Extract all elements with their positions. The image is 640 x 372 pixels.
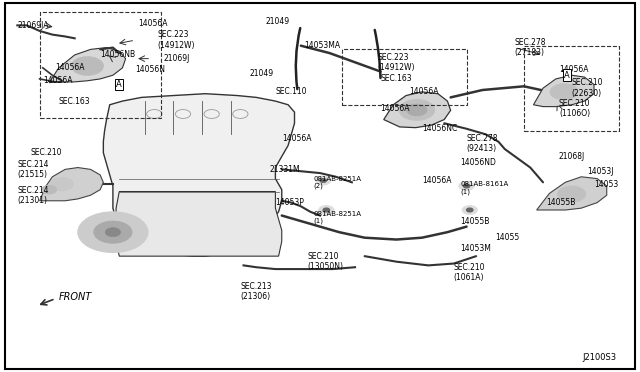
Text: A: A — [564, 71, 570, 80]
Text: 14053J: 14053J — [588, 167, 614, 176]
Text: 14056A: 14056A — [282, 134, 311, 142]
Circle shape — [557, 186, 586, 202]
Text: SEC.163: SEC.163 — [381, 74, 412, 83]
Text: SEC.213
(21306): SEC.213 (21306) — [241, 282, 272, 301]
Text: 14053M: 14053M — [460, 244, 491, 253]
Circle shape — [323, 208, 330, 212]
Text: SEC.214
(21301): SEC.214 (21301) — [17, 186, 49, 205]
Text: 14056A: 14056A — [56, 63, 85, 72]
Text: SEC.210
(1106O): SEC.210 (1106O) — [559, 99, 591, 118]
Polygon shape — [40, 167, 103, 201]
Text: SEC.223
(14912W): SEC.223 (14912W) — [157, 31, 195, 50]
Text: SEC.223
(14912W): SEC.223 (14912W) — [378, 52, 415, 72]
Text: 21331M: 21331M — [269, 165, 300, 174]
Circle shape — [319, 206, 334, 214]
Text: 14056A: 14056A — [559, 65, 588, 74]
Text: FRONT: FRONT — [59, 292, 92, 302]
Polygon shape — [534, 75, 594, 107]
Circle shape — [316, 176, 331, 185]
Text: 14055B: 14055B — [546, 198, 575, 207]
Polygon shape — [116, 192, 282, 256]
Text: SEC.210: SEC.210 — [30, 148, 61, 157]
Circle shape — [320, 179, 326, 182]
Text: 14053: 14053 — [594, 180, 618, 189]
Text: SEC.110: SEC.110 — [275, 87, 307, 96]
Text: 081AB-8251A
(2): 081AB-8251A (2) — [314, 176, 362, 189]
Circle shape — [42, 185, 57, 194]
Text: 21049: 21049 — [266, 17, 290, 26]
Text: J2100S3: J2100S3 — [582, 353, 616, 362]
Circle shape — [399, 100, 435, 120]
Circle shape — [467, 208, 473, 212]
Text: 081AB-8161A
(1): 081AB-8161A (1) — [460, 181, 508, 195]
Text: SEC.210
(22630): SEC.210 (22630) — [572, 78, 604, 98]
Circle shape — [406, 104, 427, 116]
Text: 14056A: 14056A — [43, 76, 72, 85]
Circle shape — [463, 184, 470, 188]
Text: 14056ND: 14056ND — [460, 157, 496, 167]
Text: SEC.278
(92413): SEC.278 (92413) — [467, 134, 498, 153]
Circle shape — [459, 182, 474, 190]
Polygon shape — [49, 48, 125, 83]
Text: 14056NB: 14056NB — [100, 51, 135, 60]
Text: 21049: 21049 — [250, 69, 274, 78]
Text: SEC.278
(27183): SEC.278 (27183) — [515, 38, 546, 57]
Circle shape — [550, 84, 578, 100]
Text: 14056A: 14056A — [381, 104, 410, 113]
Circle shape — [462, 206, 477, 214]
Text: 21069J: 21069J — [164, 54, 190, 63]
Circle shape — [72, 57, 103, 75]
Text: 14053P: 14053P — [275, 198, 304, 207]
Text: 14055B: 14055B — [460, 217, 490, 225]
Text: 14056A: 14056A — [138, 19, 168, 28]
Text: SEC.210
(1061A): SEC.210 (1061A) — [454, 263, 485, 282]
Text: 14056A: 14056A — [422, 176, 451, 185]
Polygon shape — [103, 94, 294, 256]
Polygon shape — [384, 92, 451, 128]
Polygon shape — [537, 177, 607, 210]
Text: SEC.163: SEC.163 — [59, 97, 90, 106]
Text: 081AB-8251A
(1): 081AB-8251A (1) — [314, 211, 362, 224]
Text: 14056NC: 14056NC — [422, 124, 457, 133]
Text: 14053MA: 14053MA — [304, 41, 340, 50]
Text: A: A — [116, 80, 122, 89]
Text: SEC.214
(21515): SEC.214 (21515) — [17, 160, 49, 179]
Circle shape — [51, 177, 74, 191]
Text: 14056A: 14056A — [409, 87, 438, 96]
Text: 14056N: 14056N — [135, 65, 165, 74]
Text: 14055: 14055 — [495, 233, 520, 242]
Circle shape — [94, 221, 132, 243]
Text: 21069JA: 21069JA — [17, 21, 49, 30]
Circle shape — [105, 228, 120, 237]
Circle shape — [78, 212, 148, 253]
Text: 21068J: 21068J — [559, 152, 585, 161]
Text: SEC.210
(13050N): SEC.210 (13050N) — [307, 252, 343, 272]
